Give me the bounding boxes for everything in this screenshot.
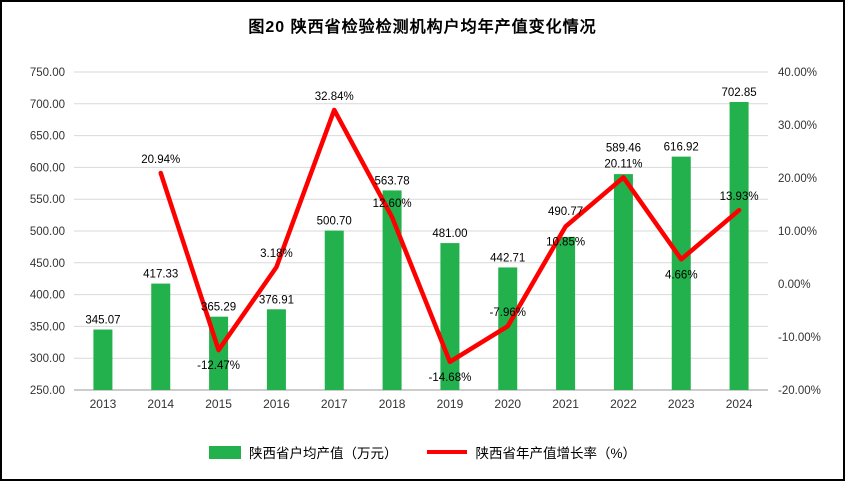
left-axis-tick: 400.00 [30, 290, 65, 302]
legend: 陕西省户均产值（万元） 陕西省年产值增长率（%） [2, 442, 843, 462]
left-axis-tick: 750.00 [30, 67, 65, 79]
x-axis-label: 2018 [379, 397, 406, 411]
x-axis-label: 2020 [494, 397, 521, 411]
line-value-label: 32.84% [315, 91, 354, 103]
line-value-label: 4.66% [665, 269, 698, 281]
bar-value-label: 481.00 [432, 228, 467, 240]
bar-value-label: 589.46 [606, 142, 641, 154]
line-series-swatch [427, 450, 468, 454]
line-value-label: 20.11% [604, 158, 642, 170]
bar-value-label: 365.29 [201, 302, 236, 314]
x-axis-label: 2014 [147, 397, 174, 411]
right-axis-tick: 40.00% [778, 67, 817, 79]
line-value-label: 3.18% [260, 248, 293, 260]
right-axis-tick: -10.00% [778, 332, 821, 344]
bar-value-label: 376.91 [259, 294, 294, 306]
x-axis-label: 2017 [321, 397, 348, 411]
line-series-label: 陕西省年产值增长率（%） [475, 446, 636, 461]
bar [324, 230, 344, 390]
left-axis-tick: 350.00 [30, 321, 65, 333]
left-axis-tick: 700.00 [30, 99, 65, 111]
x-axis-label: 2015 [205, 397, 232, 411]
line-value-label: -12.47% [197, 360, 240, 372]
line-value-label: -7.96% [490, 307, 526, 319]
legend-item-line-series: 陕西省年产值增长率（%） [427, 442, 636, 462]
x-axis-label: 2022 [610, 397, 637, 411]
left-axis-tick: 500.00 [30, 226, 65, 238]
bar [266, 309, 286, 390]
line-value-label: 20.94% [141, 154, 180, 166]
line-value-label: 13.93% [720, 191, 759, 203]
x-axis-label: 2024 [726, 397, 753, 411]
right-axis-tick: 20.00% [778, 173, 817, 185]
x-axis-label: 2019 [437, 397, 464, 411]
bar [556, 236, 576, 390]
bar-value-label: 563.78 [374, 175, 409, 187]
bar-value-label: 616.92 [664, 142, 699, 154]
x-axis-label: 2023 [668, 397, 695, 411]
bar [671, 156, 691, 390]
x-axis-label: 2016 [263, 397, 290, 411]
left-axis-tick: 550.00 [30, 194, 65, 206]
bar-value-label: 702.85 [721, 87, 756, 99]
bar [382, 190, 402, 390]
bar [151, 283, 171, 390]
x-axis-label: 2013 [90, 397, 117, 411]
left-axis-tick: 450.00 [30, 258, 65, 270]
bar-value-label: 442.71 [490, 252, 525, 264]
left-axis-tick: 300.00 [30, 353, 65, 365]
bar [613, 174, 633, 390]
right-axis-tick: 10.00% [778, 226, 817, 238]
line-value-label: -14.68% [428, 372, 471, 384]
bar-value-label: 345.07 [85, 315, 120, 327]
bar-series-swatch [208, 445, 241, 459]
legend-item-bar-series: 陕西省户均产值（万元） [208, 442, 398, 462]
right-axis-tick: 30.00% [778, 120, 817, 132]
line-value-label: 10.85% [546, 236, 585, 248]
chart-title: 图20 陕西省检验检测机构户均年产值变化情况 [248, 19, 597, 36]
bar [729, 101, 749, 390]
left-axis-tick: 650.00 [30, 131, 65, 143]
bar-value-label: 490.77 [548, 206, 583, 218]
bar-value-label: 500.70 [317, 216, 352, 228]
bar [440, 243, 460, 390]
line-value-label: 12.60% [373, 198, 412, 210]
left-axis-tick: 600.00 [30, 162, 65, 174]
bar-series-label: 陕西省户均产值（万元） [248, 446, 398, 461]
growth-rate-line [158, 107, 742, 365]
left-axis-tick: 250.00 [30, 385, 65, 397]
bar [93, 329, 113, 390]
bar-value-label: 417.33 [143, 269, 178, 281]
right-axis-tick: -20.00% [778, 385, 821, 397]
x-axis-label: 2021 [552, 397, 579, 411]
right-axis-tick: 0.00% [778, 279, 811, 291]
